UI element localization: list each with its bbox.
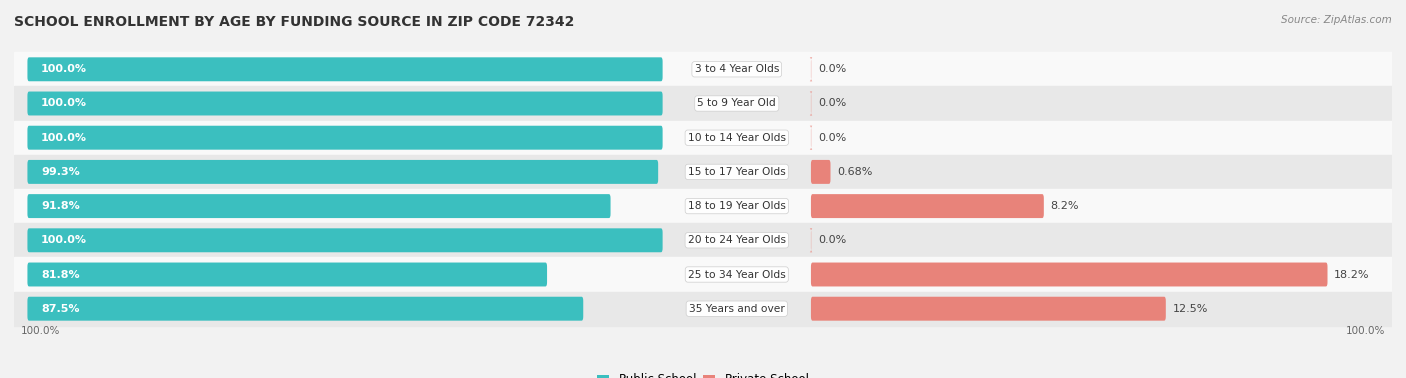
- Legend: Public School, Private School: Public School, Private School: [593, 370, 813, 378]
- Bar: [14, 223, 1392, 257]
- Text: 10 to 14 Year Olds: 10 to 14 Year Olds: [688, 133, 786, 143]
- Text: 0.0%: 0.0%: [818, 64, 846, 74]
- FancyBboxPatch shape: [28, 228, 662, 252]
- Text: 5 to 9 Year Old: 5 to 9 Year Old: [697, 99, 776, 108]
- Text: 81.8%: 81.8%: [41, 270, 80, 279]
- Text: 0.0%: 0.0%: [818, 133, 846, 143]
- Text: 100.0%: 100.0%: [41, 235, 87, 245]
- Text: 18.2%: 18.2%: [1334, 270, 1369, 279]
- Text: 87.5%: 87.5%: [41, 304, 80, 314]
- Text: Source: ZipAtlas.com: Source: ZipAtlas.com: [1281, 15, 1392, 25]
- FancyBboxPatch shape: [811, 263, 1327, 287]
- Text: 15 to 17 Year Olds: 15 to 17 Year Olds: [688, 167, 786, 177]
- Text: 0.68%: 0.68%: [837, 167, 873, 177]
- Text: 0.0%: 0.0%: [818, 99, 846, 108]
- FancyBboxPatch shape: [28, 297, 583, 321]
- Text: SCHOOL ENROLLMENT BY AGE BY FUNDING SOURCE IN ZIP CODE 72342: SCHOOL ENROLLMENT BY AGE BY FUNDING SOUR…: [14, 15, 575, 29]
- Bar: [14, 189, 1392, 223]
- Text: 35 Years and over: 35 Years and over: [689, 304, 785, 314]
- Text: 8.2%: 8.2%: [1050, 201, 1078, 211]
- FancyBboxPatch shape: [810, 228, 813, 252]
- Text: 12.5%: 12.5%: [1173, 304, 1208, 314]
- FancyBboxPatch shape: [28, 126, 662, 150]
- Text: 91.8%: 91.8%: [41, 201, 80, 211]
- FancyBboxPatch shape: [810, 91, 813, 115]
- Text: 0.0%: 0.0%: [818, 235, 846, 245]
- FancyBboxPatch shape: [28, 160, 658, 184]
- FancyBboxPatch shape: [28, 91, 662, 115]
- FancyBboxPatch shape: [28, 263, 547, 287]
- Bar: [14, 257, 1392, 291]
- Text: 100.0%: 100.0%: [21, 326, 60, 336]
- FancyBboxPatch shape: [28, 57, 662, 81]
- Text: 99.3%: 99.3%: [41, 167, 80, 177]
- Bar: [14, 291, 1392, 326]
- Text: 18 to 19 Year Olds: 18 to 19 Year Olds: [688, 201, 786, 211]
- Text: 100.0%: 100.0%: [41, 99, 87, 108]
- FancyBboxPatch shape: [28, 194, 610, 218]
- FancyBboxPatch shape: [810, 57, 813, 81]
- Text: 3 to 4 Year Olds: 3 to 4 Year Olds: [695, 64, 779, 74]
- FancyBboxPatch shape: [810, 126, 813, 150]
- FancyBboxPatch shape: [811, 194, 1043, 218]
- Bar: [14, 121, 1392, 155]
- Text: 20 to 24 Year Olds: 20 to 24 Year Olds: [688, 235, 786, 245]
- Text: 25 to 34 Year Olds: 25 to 34 Year Olds: [688, 270, 786, 279]
- FancyBboxPatch shape: [811, 297, 1166, 321]
- Text: 100.0%: 100.0%: [1346, 326, 1385, 336]
- Bar: [14, 87, 1392, 121]
- Text: 100.0%: 100.0%: [41, 64, 87, 74]
- Bar: [14, 155, 1392, 189]
- FancyBboxPatch shape: [811, 160, 831, 184]
- Text: 100.0%: 100.0%: [41, 133, 87, 143]
- Bar: [14, 52, 1392, 87]
